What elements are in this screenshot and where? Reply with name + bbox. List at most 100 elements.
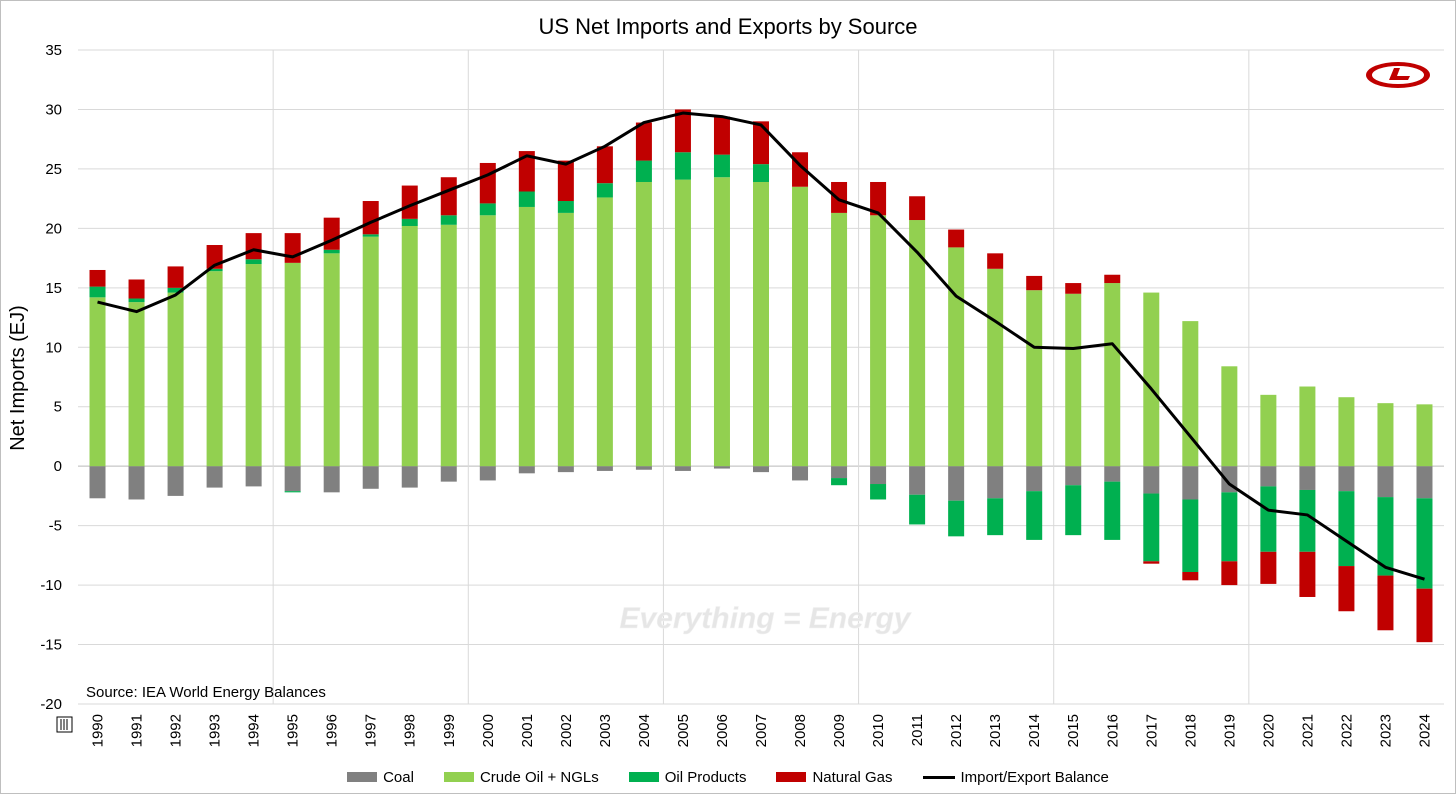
bar-oil-products-2004 [635,160,652,182]
bar-crude-oil-ngls-2000 [479,215,496,467]
x-tick-label: 2005 [675,714,692,747]
x-tick-label: 2012 [948,714,965,747]
x-tick-label: 2023 [1377,714,1394,747]
y-tick-label: -15 [40,637,62,654]
legend-item: Coal [347,769,414,786]
bar-coal-1994 [245,466,262,487]
x-tick-label: 2001 [519,714,536,747]
bar-coal-1991 [128,466,145,500]
x-tick-label: 2003 [597,714,614,747]
bar-natural-gas-1996 [323,217,340,250]
bar-coal-2008 [792,466,809,481]
bar-natural-gas-2004 [635,122,652,161]
x-tick-label: 2014 [1026,714,1043,747]
bar-crude-oil-ngls-2015 [1065,293,1082,467]
bar-coal-2013 [987,466,1004,499]
bar-crude-oil-ngls-2021 [1299,386,1316,467]
bar-crude-oil-ngls-2024 [1416,404,1433,467]
bar-oil-products-2011 [909,494,926,525]
bar-coal-2015 [1065,466,1082,486]
bar-coal-2004 [635,466,652,470]
bar-crude-oil-ngls-2012 [948,247,965,467]
bar-oil-products-1992 [167,287,184,293]
x-tick-label: 1994 [246,714,263,747]
x-tick-label: 2018 [1182,714,1199,747]
bar-coal-2011 [909,466,926,495]
bar-crude-oil-ngls-1992 [167,292,184,467]
bar-coal-2023 [1377,466,1394,498]
axis-icon [56,716,73,733]
x-tick-label: 2021 [1299,714,1316,747]
bar-coal-2018 [1182,466,1199,500]
legend-label: Coal [383,768,414,786]
bar-natural-gas-1998 [401,185,418,219]
brand-logo [1366,62,1430,88]
bar-natural-gas-2020 [1260,551,1277,584]
y-tick-label: 0 [54,458,62,475]
y-tick-label: -10 [40,577,62,594]
bar-crude-oil-ngls-1995 [284,262,301,467]
x-tick-label: 2009 [831,714,848,747]
bar-natural-gas-2016 [1104,274,1121,284]
bar-oil-products-2016 [1104,481,1121,540]
bar-oil-products-2018 [1182,499,1199,573]
bar-coal-1993 [206,466,223,488]
legend-item: Oil Products [628,768,747,786]
bar-oil-products-1991 [128,298,145,303]
bar-natural-gas-1997 [362,201,379,235]
bar-coal-2012 [948,466,965,501]
bar-coal-2014 [1026,466,1043,492]
bar-crude-oil-ngls-2008 [792,186,809,467]
bar-natural-gas-2015 [1065,283,1082,294]
bar-oil-products-1997 [362,234,379,237]
bar-crude-oil-ngls-1991 [128,302,145,467]
legend-label: Oil Products [664,768,747,786]
bar-coal-2021 [1299,466,1316,490]
bar-coal-2002 [557,466,574,473]
x-tick-label: 2016 [1104,714,1121,747]
bar-oil-products-1999 [440,215,457,225]
bar-oil-products-2003 [596,183,613,198]
x-tick-label: 2015 [1065,714,1082,747]
x-tick-label: 1999 [441,714,458,747]
bar-oil-products-2002 [557,201,574,213]
bar-crude-oil-ngls-2023 [1377,403,1394,467]
bar-natural-gas-2023 [1377,575,1394,631]
import-export-balance-line [97,111,1425,581]
x-tick-label: 1996 [324,714,341,747]
legend-swatch [628,772,659,782]
x-tick-label: 2017 [1143,714,1160,747]
bar-natural-gas-1994 [245,233,262,260]
bar-oil-products-2013 [987,498,1004,536]
x-tick-label: 1993 [207,714,224,747]
x-tick-label: 1995 [285,714,302,747]
bar-crude-oil-ngls-2010 [870,215,887,467]
bar-natural-gas-2001 [518,151,535,192]
bar-coal-2005 [674,466,691,471]
y-tick-label: 10 [45,339,62,356]
y-tick-label: 25 [45,161,62,178]
bar-oil-products-1996 [323,249,340,254]
bar-oil-products-2009 [831,478,848,486]
bar-crude-oil-ngls-2002 [557,212,574,467]
x-tick-label: 1992 [168,714,185,747]
legend-swatch [776,772,807,782]
bar-natural-gas-2002 [557,160,574,202]
x-tick-label: 2004 [636,714,653,747]
bar-oil-products-2015 [1065,485,1082,536]
bar-coal-2009 [831,466,848,479]
legend-swatch [443,772,474,782]
bar-oil-products-1995 [284,491,301,493]
bar-oil-products-1998 [401,218,418,226]
y-tick-label: 35 [45,42,62,59]
bar-coal-2001 [518,466,535,474]
bar-natural-gas-2013 [987,253,1004,269]
y-tick-label: 5 [54,399,62,416]
x-tick-label: 2011 [909,714,926,746]
bar-crude-oil-ngls-1997 [362,236,379,467]
bar-crude-oil-ngls-2019 [1221,366,1238,467]
x-tick-label: 1998 [402,714,419,747]
bar-oil-products-2001 [518,191,535,207]
legend: Coal Crude Oil + NGLs Oil Products Natural … [0,766,1456,788]
x-tick-label: 2024 [1416,714,1433,747]
